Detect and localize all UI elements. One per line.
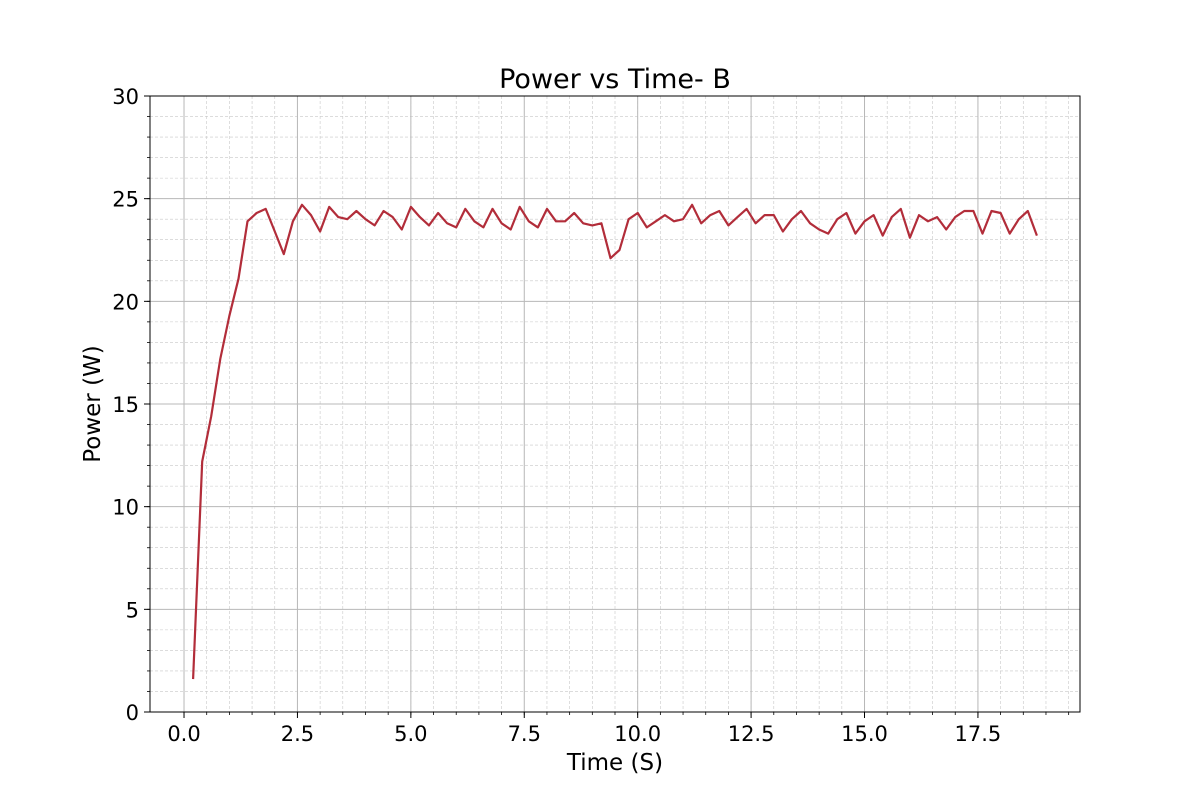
x-tick-label: 12.5 [728, 722, 775, 746]
x-tick-label: 2.5 [281, 722, 314, 746]
x-tick-label: 15.0 [841, 722, 888, 746]
x-tick-label: 7.5 [508, 722, 541, 746]
x-tick-label: 17.5 [955, 722, 1002, 746]
chart-title: Power vs Time- B [499, 64, 731, 95]
x-tick-label: 0.0 [167, 722, 200, 746]
y-axis-label: Power (W) [80, 345, 106, 463]
y-tick-label: 20 [112, 290, 139, 314]
x-tick-label: 5.0 [394, 722, 427, 746]
series-layer [192, 203, 1038, 680]
y-tick-label: 15 [112, 393, 139, 417]
series-line-0 [192, 203, 1038, 680]
y-tick-label: 0 [126, 701, 139, 725]
y-tick-label: 10 [112, 496, 139, 520]
x-axis-ticks: 0.0 2.5 5.0 7.5 10.0 12.5 15.0 17.5 [167, 712, 1001, 746]
x-tick-label: 10.0 [614, 722, 661, 746]
x-axis-label: Time (S) [566, 750, 663, 776]
y-tick-label: 30 [112, 85, 139, 109]
y-tick-label: 25 [112, 188, 139, 212]
y-tick-label: 5 [126, 598, 139, 622]
y-axis-ticks: 0 5 10 15 20 25 30 [112, 85, 150, 725]
